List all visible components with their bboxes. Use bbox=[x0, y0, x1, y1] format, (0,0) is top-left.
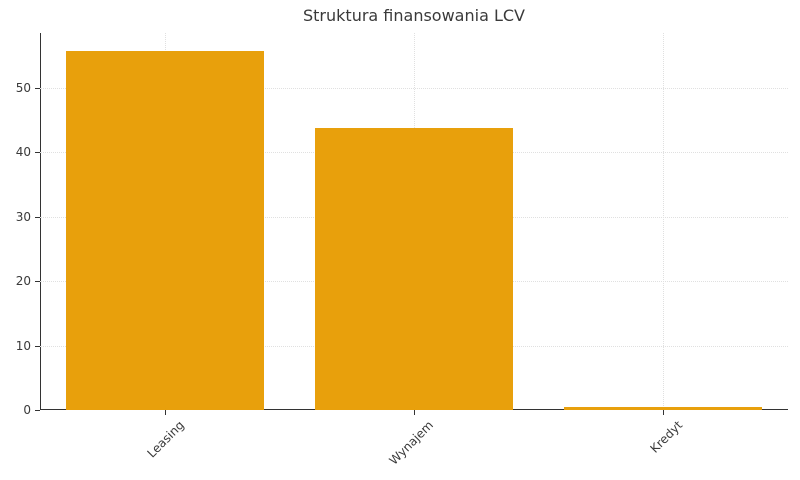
y-tick-label: 20 bbox=[15, 274, 31, 289]
y-tick-label: 0 bbox=[23, 403, 31, 417]
y-tick-label: 30 bbox=[15, 209, 31, 224]
x-tick-mark bbox=[414, 410, 415, 415]
bar-wynajem bbox=[314, 127, 514, 410]
x-tick-mark bbox=[663, 410, 665, 415]
y-tick-mark bbox=[35, 87, 40, 89]
x-tick-mark bbox=[164, 410, 166, 415]
y-tick-label: 50 bbox=[15, 80, 31, 95]
x-gridline bbox=[663, 33, 665, 410]
x-tick-label-text: Wynajem bbox=[386, 418, 436, 468]
x-tick-label-text: Leasing bbox=[144, 418, 187, 461]
y-tick-mark bbox=[35, 216, 40, 218]
bar-kredyt bbox=[564, 406, 763, 410]
y-tick-mark bbox=[35, 152, 40, 154]
chart-title: Struktura finansowania LCV bbox=[303, 6, 525, 25]
y-tick-mark bbox=[35, 345, 40, 347]
x-tick-label-text: Kredyt bbox=[647, 418, 686, 456]
y-tick-label: 40 bbox=[15, 145, 31, 160]
y-tick-mark bbox=[35, 410, 40, 411]
y-tick-mark bbox=[35, 281, 40, 283]
bar-leasing bbox=[65, 51, 264, 410]
y-tick-label: 10 bbox=[15, 338, 31, 353]
